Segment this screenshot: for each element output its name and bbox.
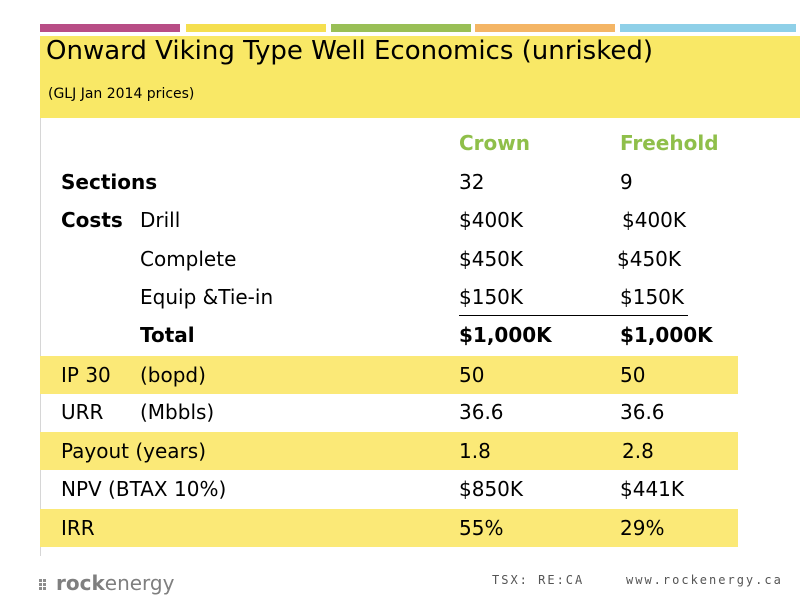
sections-crown: 32 — [459, 170, 485, 194]
payout-freehold: 2.8 — [622, 439, 654, 463]
row-band-payout — [40, 432, 738, 470]
irr-crown: 55% — [459, 516, 504, 540]
total-freehold: $1,000K — [620, 323, 713, 347]
ip30-freehold: 50 — [620, 363, 646, 387]
accent-stripe-yellow — [186, 24, 326, 32]
row-unit-urr: (Mbbls) — [140, 400, 215, 424]
footer-ticker: TSX: RE:CA — [492, 573, 585, 587]
urr-freehold: 36.6 — [620, 400, 665, 424]
row-label-total: Total — [140, 323, 195, 347]
row-label-irr: IRR — [61, 516, 95, 540]
row-band-ip30 — [40, 356, 738, 394]
slide-title: Onward Viking Type Well Economics (unris… — [46, 36, 653, 66]
row-label-urr: URR — [61, 400, 104, 424]
logo-text-rock: rock — [56, 571, 105, 595]
drill-crown: $400K — [459, 208, 524, 232]
npv-crown: $850K — [459, 477, 524, 501]
accent-stripe-magenta — [40, 24, 180, 32]
urr-crown: 36.6 — [459, 400, 504, 424]
rockenergy-logo-icon — [39, 577, 55, 591]
row-label-complete: Complete — [140, 247, 237, 271]
row-label-drill: Drill — [140, 208, 181, 232]
row-label-npv: NPV (BTAX 10%) — [61, 477, 227, 501]
complete-freehold: $450K — [617, 247, 682, 271]
row-label-ip30: IP 30 — [61, 363, 111, 387]
row-label-payout: Payout (years) — [61, 439, 207, 463]
row-label-costs: Costs — [61, 208, 123, 232]
total-crown: $1,000K — [459, 323, 552, 347]
complete-crown: $450K — [459, 247, 524, 271]
drill-freehold: $400K — [622, 208, 687, 232]
accent-stripe-orange — [475, 24, 615, 32]
sections-freehold: 9 — [620, 170, 633, 194]
footer-website: www.rockenergy.ca — [626, 573, 783, 587]
ip30-crown: 50 — [459, 363, 485, 387]
row-unit-ip30: (bopd) — [140, 363, 206, 387]
logo-text-energy: energy — [104, 571, 175, 595]
column-header-freehold: Freehold — [620, 131, 719, 155]
row-band-irr — [40, 509, 738, 547]
subtotal-underline — [459, 315, 688, 316]
equip-crown: $150K — [459, 285, 524, 309]
npv-freehold: $441K — [620, 477, 685, 501]
accent-stripe-green — [331, 24, 471, 32]
accent-stripe-blue — [620, 24, 796, 32]
slide-subtitle: (GLJ Jan 2014 prices) — [48, 86, 195, 102]
irr-freehold: 29% — [620, 516, 665, 540]
payout-crown: 1.8 — [459, 439, 491, 463]
title-banner — [40, 36, 800, 118]
row-label-sections: Sections — [61, 170, 158, 194]
rockenergy-logo: rockenergy — [56, 571, 174, 595]
row-label-equip: Equip &Tie-in — [140, 285, 274, 309]
equip-freehold: $150K — [620, 285, 685, 309]
slide-frame — [40, 36, 800, 556]
column-header-crown: Crown — [459, 131, 530, 155]
